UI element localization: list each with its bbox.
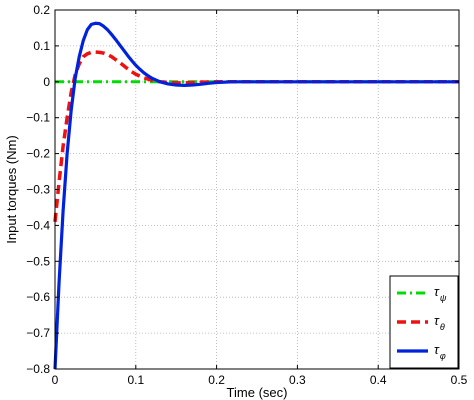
legend-label-subscript: φ: [440, 351, 446, 361]
y-tick-label: −0.1: [26, 111, 50, 125]
x-tick-label: 0.3: [289, 373, 306, 387]
x-tick-label: 0.2: [208, 373, 225, 387]
y-tick-label: 0.2: [33, 3, 50, 17]
legend-label-subscript: ψ: [440, 293, 447, 303]
y-tick-label: 0: [43, 75, 50, 89]
y-tick-label: 0.1: [33, 39, 50, 53]
plot-series: [53, 21, 459, 370]
axis-tick-labels: 0 0.1 0.2 0.3 0.4 0.5 0.2 0.1 0 −0.1 −0.2 −0.3 −0.4 −…: [26, 3, 467, 387]
grid-lines: [54, 9, 460, 370]
legend-label: τθ: [434, 313, 445, 332]
series-line-φ: [53, 21, 459, 370]
x-tick-label: 0.5: [451, 373, 468, 387]
x-tick-label: 0: [52, 373, 59, 387]
x-tick-label: 0.1: [127, 373, 144, 387]
y-tick-label: −0.5: [26, 254, 50, 268]
series-line-θ: [53, 50, 459, 222]
y-tick-label: −0.3: [26, 183, 50, 197]
y-axis-label: Input torques (Nm): [4, 135, 19, 243]
legend-label-subscript: θ: [440, 322, 445, 332]
legend-label: τφ: [434, 342, 446, 361]
axis-ticks: [54, 9, 460, 370]
x-axis-label: Time (sec): [227, 385, 288, 400]
y-tick-label: −0.6: [26, 290, 50, 304]
y-tick-label: −0.8: [26, 362, 50, 376]
y-tick-label: −0.2: [26, 147, 50, 161]
y-tick-label: −0.7: [26, 326, 50, 340]
y-tick-label: −0.4: [26, 218, 50, 232]
x-tick-label: 0.4: [370, 373, 387, 387]
